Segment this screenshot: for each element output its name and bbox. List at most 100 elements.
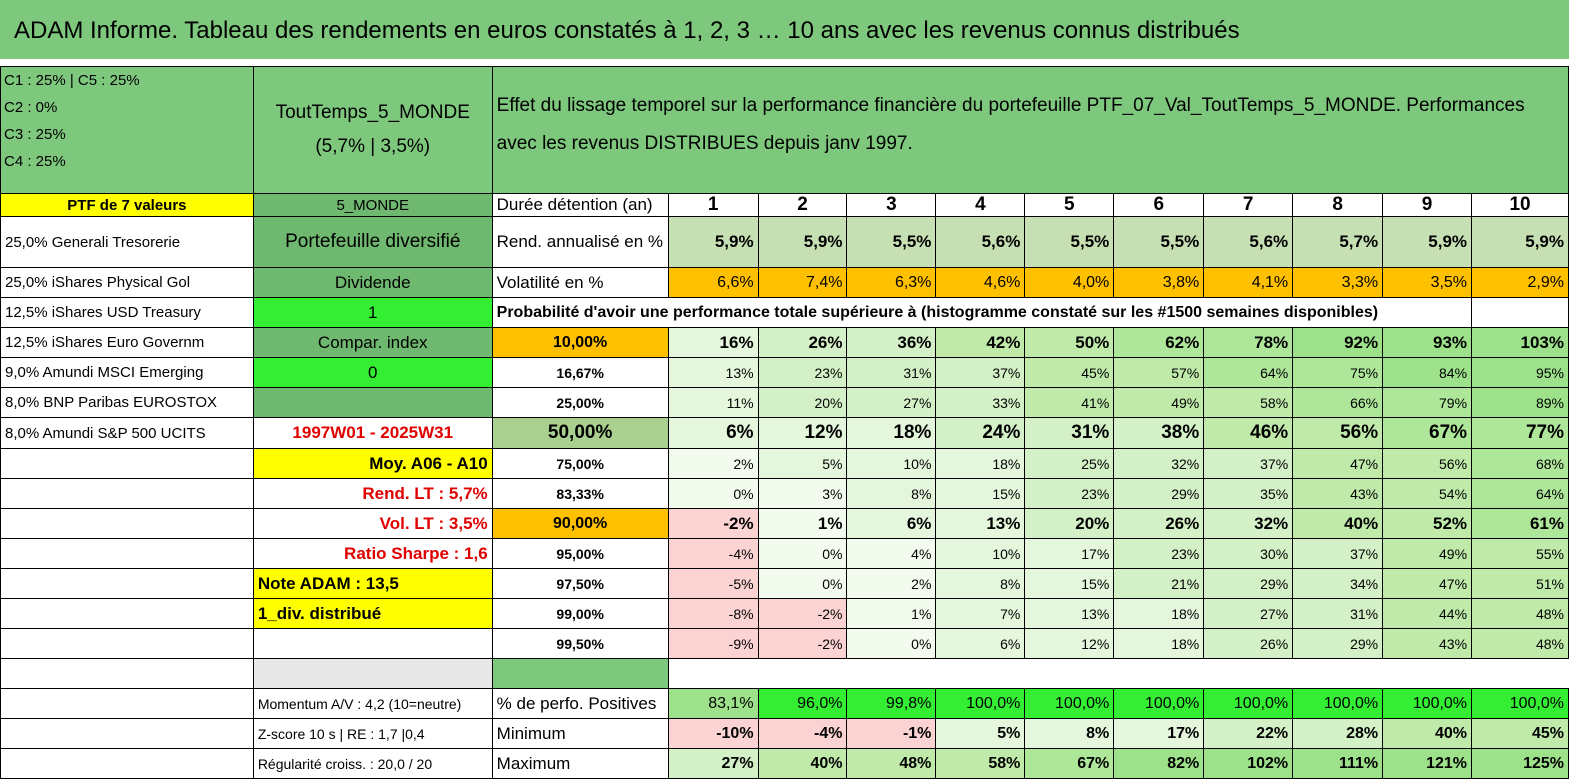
table-row: Régularité croiss. : 20,0 / 20 Maximum 27%… <box>0 748 1569 779</box>
stat-value: -10% <box>667 718 759 749</box>
stat-value: 100,0% <box>1203 688 1294 719</box>
rend-label: Rend. annualisé en % <box>491 216 669 268</box>
stat-value: 102% <box>1203 748 1294 779</box>
proba-value: 95% <box>1471 357 1569 388</box>
proba-value: 31% <box>846 357 937 388</box>
legend-item: C4 : 25% <box>4 153 66 170</box>
holding-item <box>0 448 254 479</box>
proba-value: 55% <box>1471 538 1569 569</box>
proba-value: 61% <box>1471 508 1569 539</box>
mid-label: 1997W01 - 2025W31 <box>252 417 493 449</box>
table-row: PTF de 7 valeurs 5_MONDE Durée détention (… <box>0 193 1569 217</box>
vol-value: 4,1% <box>1203 267 1294 298</box>
stat-value: -4% <box>757 718 848 749</box>
stat-value: 100,0% <box>935 688 1026 719</box>
vol-value: 6,6% <box>667 267 759 298</box>
year-header: 6 <box>1113 193 1205 217</box>
table-row: Note ADAM : 13,5 97,50% -5% 0% 2% 8% 15% 21% 29%… <box>0 568 1569 599</box>
proba-value: 78% <box>1203 327 1294 358</box>
vol-value: 3,5% <box>1382 267 1473 298</box>
stat-value: 58% <box>935 748 1026 779</box>
proba-value: 48% <box>1471 628 1569 659</box>
proba-value: 12% <box>1024 628 1115 659</box>
mid-label: Note ADAM : 13,5 <box>252 568 493 599</box>
table-row: 12,5% iShares USD Treasury 1 Probabilité d… <box>0 297 1569 328</box>
vol-value: 4,0% <box>1024 267 1115 298</box>
proba-value: 46% <box>1203 417 1294 449</box>
table-row: Moy. A06 - A10 75,00% 2% 5% 10% 18% 25% 32% 37% 4… <box>0 448 1569 479</box>
proba-value: 43% <box>1292 478 1384 509</box>
proba-value: 45% <box>1024 357 1115 388</box>
proba-value: 41% <box>1024 387 1115 418</box>
monde-label: 5_MONDE <box>252 193 493 217</box>
mid-label: Compar. index <box>252 327 493 358</box>
proba-value: 6% <box>667 417 759 449</box>
proba-threshold: 16,67% <box>491 357 669 388</box>
proba-value: 15% <box>935 478 1026 509</box>
proba-value: -4% <box>667 538 759 569</box>
proba-value: 47% <box>1292 448 1384 479</box>
proba-value: 64% <box>1471 478 1569 509</box>
table-row: 8,0% BNP Paribas EUROSTOX 25,00% 11% 20% 27%… <box>0 387 1569 418</box>
proba-value: 49% <box>1382 538 1473 569</box>
stat-label: Momentum A/V : 4,2 (10=neutre) <box>252 688 493 719</box>
proba-value: 11% <box>667 387 759 418</box>
holding-item: 8,0% BNP Paribas EUROSTOX <box>0 387 254 418</box>
proba-value: 5% <box>757 448 848 479</box>
proba-value: 27% <box>846 387 937 418</box>
proba-value: 20% <box>1024 508 1115 539</box>
proba-value: 23% <box>1113 538 1205 569</box>
proba-value: 23% <box>757 357 848 388</box>
proba-value: 4% <box>846 538 937 569</box>
proba-value: 103% <box>1471 327 1569 358</box>
proba-value: 31% <box>1292 598 1384 629</box>
table-row: 8,0% Amundi S&P 500 UCITS 1997W01 - 2025W… <box>0 417 1569 449</box>
proba-value: 31% <box>1024 417 1115 449</box>
rend-value: 5,6% <box>935 216 1026 268</box>
stat-value: 22% <box>1203 718 1294 749</box>
proba-threshold: 10,00% <box>491 327 669 358</box>
proba-value: 21% <box>1113 568 1205 599</box>
empty-cell <box>491 658 669 689</box>
proba-value: 1% <box>757 508 848 539</box>
proba-value: 56% <box>1292 417 1384 449</box>
stat-value: 48% <box>846 748 937 779</box>
proba-threshold: 83,33% <box>491 478 669 509</box>
year-header: 8 <box>1292 193 1384 217</box>
proba-value: 16% <box>667 327 759 358</box>
proba-value: 62% <box>1113 327 1205 358</box>
proba-threshold: 99,50% <box>491 628 669 659</box>
stat-value: 40% <box>1382 718 1473 749</box>
proba-value: 18% <box>1113 628 1205 659</box>
proba-value: 34% <box>1292 568 1384 599</box>
table-row: Momentum A/V : 4,2 (10=neutre)% de perfo… <box>0 688 1569 719</box>
legend-item: C2 : 0% <box>4 99 58 116</box>
table-row: 99,50% -9% -2% 0% 6% 12% 18% 26% 29% 43% 48% <box>0 628 1569 659</box>
fund-name-cell: ToutTemps_5_MONDE (5,7% | 3,5%) <box>252 66 493 194</box>
holding-item: 9,0% Amundi MSCI Emerging <box>0 357 254 388</box>
table-row: 12,5% iShares Euro Governm Compar. index 1… <box>0 327 1569 358</box>
proba-value: -9% <box>667 628 759 659</box>
year-header: 3 <box>846 193 937 217</box>
year-header: 9 <box>1382 193 1473 217</box>
proba-value: 18% <box>1113 598 1205 629</box>
ptf-label: PTF de 7 valeurs <box>0 193 254 217</box>
proba-value: 26% <box>1113 508 1205 539</box>
vol-value: 3,3% <box>1292 267 1384 298</box>
stat-value: 100,0% <box>1471 688 1569 719</box>
stat-label: Régularité croiss. : 20,0 / 20 <box>252 748 493 779</box>
proba-value: 3% <box>757 478 848 509</box>
proba-value: 58% <box>1203 387 1294 418</box>
proba-value: 37% <box>1292 538 1384 569</box>
year-header: 4 <box>935 193 1026 217</box>
proba-value: 56% <box>1382 448 1473 479</box>
holding-item: 25,0% iShares Physical Gol <box>0 267 254 298</box>
table-row: Z-score 10 s | RE : 1,7 |0,4 Minimum -10% -… <box>0 718 1569 749</box>
vol-value: 6,3% <box>846 267 937 298</box>
performance-table: C1 : 25% | C5 : 25% C2 : 0% C3 : 25% C4 : 2… <box>0 66 1569 779</box>
holding-item: 12,5% iShares USD Treasury <box>0 297 254 328</box>
vol-value: 2,9% <box>1471 267 1569 298</box>
empty-cell <box>0 688 254 719</box>
stat-value: 27% <box>667 748 759 779</box>
table-row: Vol. LT : 3,5% 90,00% -2% 1% 6% 13% 20% 26% 32% 4… <box>0 508 1569 539</box>
